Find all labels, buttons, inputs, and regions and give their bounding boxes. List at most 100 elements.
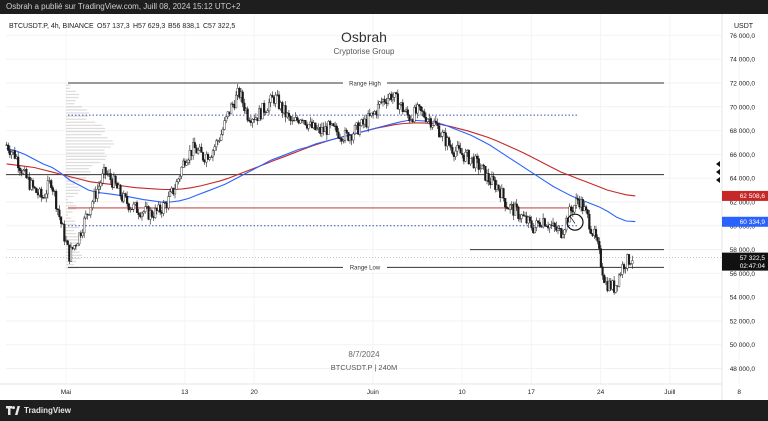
candle-body	[560, 228, 563, 238]
tradingview-logo[interactable]: TradingView	[6, 405, 71, 416]
candle-body	[438, 125, 441, 138]
candle-body	[210, 156, 213, 158]
volume-profile	[66, 84, 114, 269]
volume-profile-bar	[66, 96, 79, 99]
candle-body	[520, 214, 523, 219]
candle-body	[83, 217, 86, 234]
candle-body	[598, 241, 601, 249]
candle-body	[307, 124, 310, 129]
volume-profile-bar	[66, 220, 76, 222]
candle-body	[614, 285, 617, 293]
candle-body	[271, 94, 274, 98]
price-tick-label: 52 000,0	[730, 318, 756, 325]
candle-body	[515, 203, 518, 208]
candle-body	[576, 198, 579, 201]
candle-body	[487, 173, 490, 183]
watermark-title: Osbrah	[341, 29, 387, 45]
volume-profile-bar	[66, 158, 106, 161]
candle-body	[345, 129, 348, 133]
candle-body	[154, 208, 157, 218]
candle-body	[40, 188, 43, 198]
ohlc-open: O57 137,3	[97, 23, 130, 30]
candle-body	[269, 94, 272, 103]
candle-body	[296, 117, 299, 121]
candle-body	[403, 111, 406, 113]
candle-body	[621, 264, 624, 275]
time-tick-label: 8	[737, 389, 741, 396]
candle-body	[563, 229, 566, 235]
candle-body	[581, 199, 584, 211]
volume-profile-bar	[66, 87, 71, 89]
time-tick-label: Juin	[367, 389, 379, 396]
candle-body	[599, 248, 603, 267]
candle-body	[162, 202, 165, 214]
candle-body	[114, 175, 117, 184]
candle-body	[137, 212, 140, 216]
candle-body	[13, 150, 16, 159]
time-tick-label: 10	[458, 389, 466, 396]
ohlc-low: B56 838,1	[168, 23, 200, 30]
candle-body	[159, 204, 162, 213]
candle-body	[101, 173, 104, 184]
candle-body	[76, 243, 79, 247]
candle-body	[329, 121, 332, 126]
volume-profile-bar	[66, 214, 68, 216]
candle-body	[530, 220, 533, 229]
candle-body	[264, 112, 267, 114]
volume-profile-bar	[66, 236, 81, 238]
candle-body	[474, 155, 477, 169]
candle-body	[570, 206, 573, 211]
candles	[5, 83, 634, 295]
volume-profile-bar	[66, 121, 96, 123]
price-tick-label: 58 000,0	[730, 247, 756, 254]
volume-profile-bar	[66, 103, 75, 105]
candle-body	[246, 108, 249, 121]
candle-body	[81, 232, 84, 237]
price-tick-label: 48 000,0	[730, 366, 756, 373]
candle-body	[353, 125, 357, 135]
candle-body	[342, 140, 345, 142]
candle-body	[211, 150, 215, 158]
candle-body	[122, 193, 125, 202]
candle-body	[197, 149, 200, 154]
candle-body	[127, 203, 130, 211]
candle-body	[234, 94, 238, 109]
chart-area[interactable]: Osbrah Cryptorise Group 8/7/2024 BTCUSDT…	[0, 14, 768, 400]
side-arrow-icon	[716, 161, 720, 167]
volume-profile-bar	[66, 211, 73, 213]
highlight-circle	[566, 213, 584, 231]
candle-body	[142, 211, 145, 214]
candle-body	[543, 218, 546, 227]
candle-body	[561, 234, 565, 238]
volume-profile-bar	[66, 137, 108, 139]
candle-body	[201, 152, 205, 161]
candle-body	[35, 187, 38, 193]
candle-body	[393, 92, 396, 98]
candle-body	[548, 224, 551, 229]
volume-profile-bar	[66, 143, 114, 145]
candle-body	[200, 146, 203, 153]
price-chart[interactable]: Osbrah Cryptorise Group 8/7/2024 BTCUSDT…	[0, 14, 768, 400]
time-tick-label: 13	[181, 389, 189, 396]
candle-body	[517, 206, 520, 219]
level-label-bg	[343, 263, 387, 272]
candle-body	[150, 210, 153, 217]
candle-body	[25, 169, 28, 179]
volume-profile-bar	[66, 223, 76, 225]
time-tick-label: Mai	[61, 389, 71, 396]
candle-body	[223, 120, 226, 130]
axes: USDT 76 000,0 74 000,0 72 000,0 70 000,0 68 …	[0, 14, 768, 400]
candle-body	[86, 213, 89, 216]
candle-body	[629, 263, 632, 265]
candle-body	[192, 142, 195, 157]
symbol-name: BTCUSDT.P, 4h, BINANCE	[9, 23, 94, 30]
candle-body	[358, 125, 361, 135]
volume-profile-bar	[66, 84, 71, 86]
candle-body	[206, 154, 210, 160]
ohlc-high: H57 629,3	[133, 23, 165, 30]
volume-profile-bar	[66, 171, 91, 173]
highlight-mark	[569, 216, 576, 224]
candle-body	[177, 178, 180, 183]
candle-body	[99, 182, 102, 187]
